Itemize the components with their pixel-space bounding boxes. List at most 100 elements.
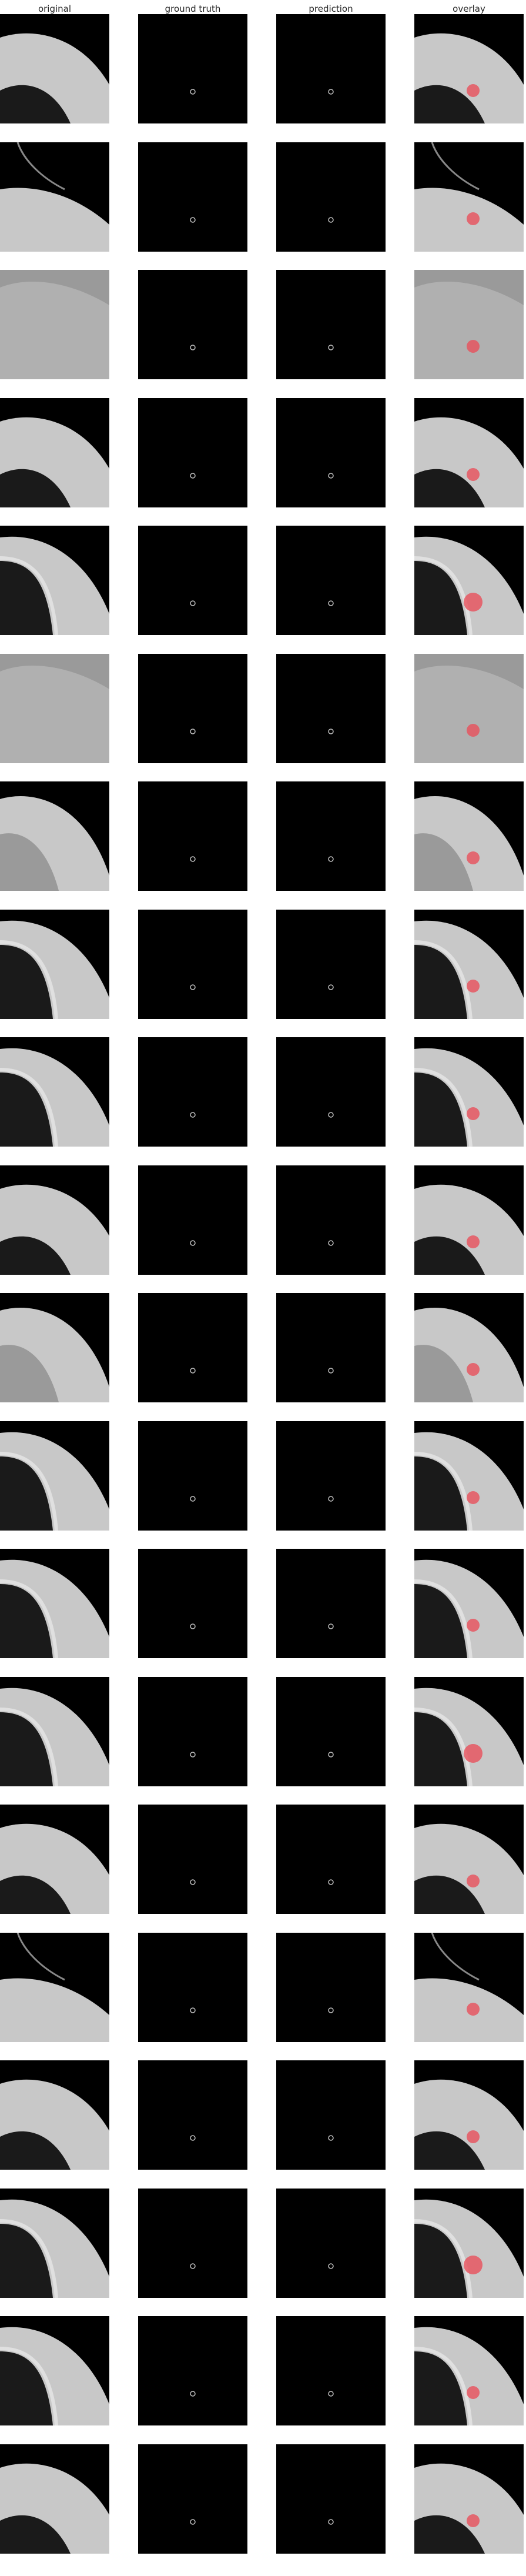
sample-row (0, 1293, 526, 1402)
prediction-mask (276, 2316, 386, 2425)
ground-truth-mask (138, 1805, 247, 1914)
column-title-prediction: prediction (309, 4, 353, 14)
prediction-mask (276, 2188, 386, 2298)
original-image (0, 397, 109, 507)
original-image (0, 14, 109, 123)
original-image-graphic (0, 270, 109, 379)
overlay-image (414, 2188, 524, 2298)
column-title-original: original (38, 4, 72, 14)
prediction-mask (276, 1805, 386, 1914)
prediction-mask-graphic (276, 653, 386, 763)
prediction-mask-graphic (276, 909, 386, 1019)
overlay-image-graphic (414, 397, 524, 507)
prediction-mask-graphic (276, 1805, 386, 1914)
overlay-image (414, 270, 524, 379)
overlay-image (414, 397, 524, 507)
sample-row (0, 526, 526, 635)
prediction-mask (276, 1165, 386, 1275)
overlay-image (414, 14, 524, 123)
prediction-mask (276, 1549, 386, 1658)
original-image (0, 526, 109, 635)
overlay-image-graphic (414, 2444, 524, 2554)
ground-truth-mask-graphic (138, 526, 247, 635)
sample-row (0, 1805, 526, 1914)
sample-row (0, 2316, 526, 2425)
prediction-mask-graphic (276, 2060, 386, 2170)
column-title-overlay: overlay (453, 4, 485, 14)
ground-truth-mask-graphic (138, 2060, 247, 2170)
original-image (0, 653, 109, 763)
prediction-mask-graphic (276, 1165, 386, 1275)
overlay-image-graphic (414, 142, 524, 252)
original-image-graphic (0, 1293, 109, 1402)
original-image (0, 909, 109, 1019)
overlay-image (414, 1676, 524, 1786)
prediction-mask-graphic (276, 397, 386, 507)
original-image (0, 1549, 109, 1658)
prediction-mask (276, 781, 386, 891)
ground-truth-mask (138, 653, 247, 763)
original-image (0, 1932, 109, 2042)
ground-truth-mask (138, 2188, 247, 2298)
overlay-image (414, 2444, 524, 2554)
original-image (0, 1165, 109, 1275)
prediction-mask (276, 653, 386, 763)
overlay-image-graphic (414, 2316, 524, 2425)
sample-row (0, 1549, 526, 1658)
overlay-image-graphic (414, 781, 524, 891)
ground-truth-mask-graphic (138, 653, 247, 763)
prediction-mask (276, 14, 386, 123)
overlay-image-graphic (414, 1805, 524, 1914)
prediction-mask (276, 397, 386, 507)
overlay-image (414, 1293, 524, 1402)
original-image-graphic (0, 1805, 109, 1914)
ground-truth-mask-graphic (138, 1932, 247, 2042)
ground-truth-mask-graphic (138, 397, 247, 507)
overlay-image-graphic (414, 526, 524, 635)
overlay-image (414, 2060, 524, 2170)
original-image (0, 142, 109, 252)
sample-row (0, 14, 526, 123)
ground-truth-mask-graphic (138, 909, 247, 1019)
ground-truth-mask (138, 2316, 247, 2425)
original-image (0, 1676, 109, 1786)
original-image-graphic (0, 14, 109, 123)
ground-truth-mask-graphic (138, 270, 247, 379)
prediction-mask (276, 526, 386, 635)
overlay-image (414, 2316, 524, 2425)
overlay-image (414, 781, 524, 891)
overlay-image-graphic (414, 1293, 524, 1402)
overlay-image (414, 909, 524, 1019)
original-image-graphic (0, 1037, 109, 1147)
original-image-graphic (0, 2188, 109, 2298)
original-image (0, 2188, 109, 2298)
ground-truth-mask (138, 526, 247, 635)
overlay-image-graphic (414, 2188, 524, 2298)
prediction-mask-graphic (276, 14, 386, 123)
ground-truth-mask (138, 1293, 247, 1402)
prediction-mask (276, 270, 386, 379)
original-image-graphic (0, 2444, 109, 2554)
sample-row (0, 142, 526, 252)
ground-truth-mask (138, 1549, 247, 1658)
original-image-graphic (0, 653, 109, 763)
ground-truth-mask (138, 781, 247, 891)
prediction-mask-graphic (276, 1549, 386, 1658)
prediction-mask (276, 1037, 386, 1147)
sample-row (0, 2188, 526, 2298)
overlay-image-graphic (414, 909, 524, 1019)
prediction-mask-graphic (276, 1421, 386, 1531)
original-image-graphic (0, 2316, 109, 2425)
prediction-mask (276, 909, 386, 1019)
original-image-graphic (0, 2060, 109, 2170)
sample-row (0, 1165, 526, 1275)
sample-row (0, 653, 526, 763)
prediction-mask-graphic (276, 781, 386, 891)
sample-row (0, 1932, 526, 2042)
ground-truth-mask-graphic (138, 2316, 247, 2425)
sample-row (0, 1037, 526, 1147)
overlay-image (414, 1037, 524, 1147)
prediction-mask-graphic (276, 1037, 386, 1147)
